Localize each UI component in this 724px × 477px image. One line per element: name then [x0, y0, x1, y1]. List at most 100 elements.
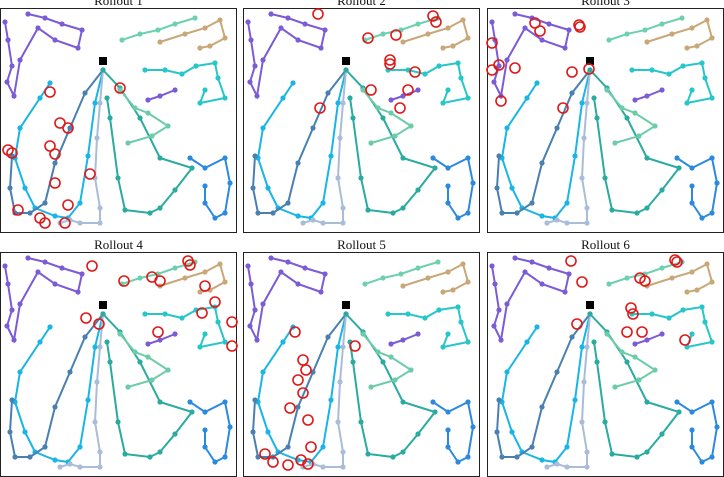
route-node	[17, 301, 23, 307]
route-node	[579, 100, 585, 106]
route-node	[197, 45, 203, 51]
route-node	[652, 367, 658, 373]
route-node	[408, 123, 414, 129]
route-node	[104, 95, 110, 101]
route-node	[278, 25, 284, 31]
route-node	[445, 444, 451, 450]
highlight	[302, 414, 314, 426]
highlight	[44, 86, 56, 98]
highlight	[300, 364, 312, 376]
route-node	[390, 210, 396, 216]
route	[589, 69, 681, 215]
route-node	[77, 200, 83, 206]
route	[119, 333, 170, 388]
highlight	[625, 302, 637, 314]
route-node	[222, 339, 228, 345]
route-node	[465, 95, 471, 101]
route-node	[155, 27, 161, 33]
route-node	[704, 17, 710, 23]
route-node	[584, 344, 590, 350]
route-node	[432, 409, 438, 415]
route-node	[709, 454, 715, 460]
route-node	[709, 339, 715, 345]
route-node	[460, 17, 466, 23]
panel-title: Rollout 4	[94, 237, 143, 252]
route-node	[524, 95, 530, 101]
route-node	[157, 205, 163, 211]
route-node	[425, 275, 431, 281]
route-node	[415, 87, 421, 93]
route-node	[465, 454, 471, 460]
route	[606, 89, 657, 144]
highlight	[671, 256, 683, 268]
route-node	[445, 87, 451, 93]
route-node	[644, 205, 650, 211]
route-node	[455, 459, 461, 465]
route-node	[145, 110, 151, 116]
highlight	[495, 95, 507, 107]
route	[189, 156, 232, 220]
depot	[99, 57, 107, 65]
route-node	[94, 135, 100, 141]
route-node	[192, 15, 198, 21]
route-node	[320, 464, 326, 470]
route-node	[554, 461, 560, 467]
route-node	[579, 344, 585, 350]
route-node	[343, 67, 349, 73]
route-node	[125, 140, 131, 146]
route-node	[260, 57, 266, 63]
route-node	[392, 133, 398, 139]
route-node	[514, 454, 520, 460]
highlight	[557, 102, 569, 114]
route-node	[52, 404, 58, 410]
route-node	[47, 324, 53, 330]
route-node	[445, 409, 451, 415]
highlight	[509, 62, 521, 74]
route-node	[97, 344, 103, 350]
route-node	[300, 220, 306, 226]
panel	[487, 252, 724, 477]
route-node	[172, 21, 178, 27]
route-node	[17, 57, 23, 63]
route-node	[684, 289, 690, 295]
route-node	[255, 454, 261, 460]
route-node	[496, 63, 502, 69]
highlight	[402, 84, 414, 96]
route-node	[67, 461, 73, 467]
route-node	[604, 87, 610, 93]
route-node	[400, 93, 406, 99]
route-node	[566, 271, 572, 277]
route-node	[634, 454, 640, 460]
highlight	[390, 29, 402, 41]
route-node	[343, 311, 349, 317]
route-node	[79, 271, 85, 277]
route-node	[624, 115, 630, 121]
route-node	[496, 153, 502, 159]
route-node	[320, 444, 326, 450]
highlight	[226, 340, 238, 352]
route-node	[217, 17, 223, 23]
route-node	[285, 444, 291, 450]
highlight	[621, 326, 633, 338]
highlight	[639, 275, 651, 287]
route-node	[534, 324, 540, 330]
route-node	[252, 63, 258, 69]
route-node	[248, 37, 254, 43]
route-node	[340, 100, 346, 106]
route-node	[360, 331, 366, 337]
panel-frame	[0, 252, 237, 477]
route-node	[554, 125, 560, 131]
route-node	[318, 45, 324, 51]
route-node	[499, 210, 505, 216]
route-node	[25, 255, 31, 261]
highlight	[62, 122, 74, 134]
route-node	[564, 464, 570, 470]
route-node	[77, 464, 83, 470]
highlight	[59, 217, 71, 229]
route-node	[632, 341, 638, 347]
highlight	[154, 275, 166, 287]
highlight	[289, 326, 301, 338]
route-node	[644, 155, 650, 161]
route-node	[689, 444, 695, 450]
route-node	[202, 200, 208, 206]
